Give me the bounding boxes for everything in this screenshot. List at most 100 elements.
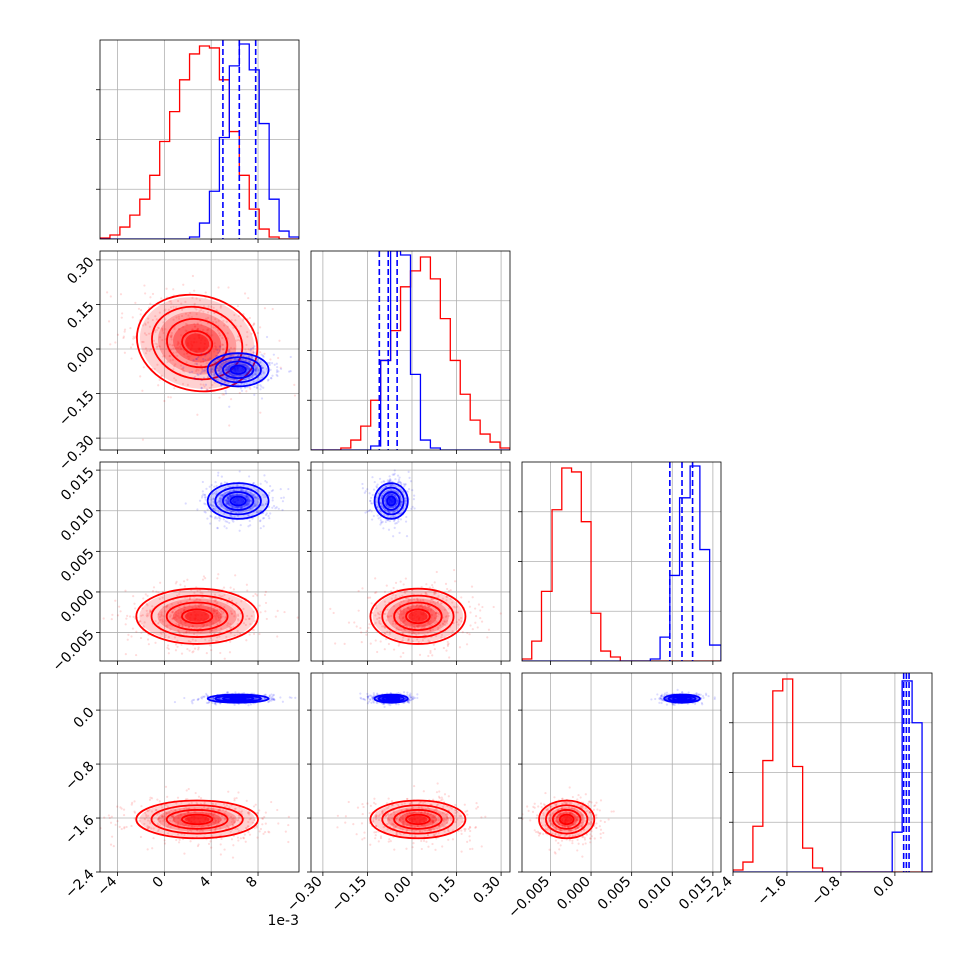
hist-step-series-1: [311, 251, 510, 450]
sample-point: [250, 332, 253, 335]
sample-point: [146, 612, 149, 615]
sample-point: [429, 651, 432, 654]
sample-point: [225, 500, 229, 503]
sample-point: [222, 808, 225, 811]
sample-point: [387, 528, 391, 531]
sample-point: [233, 374, 236, 377]
sample-point: [344, 821, 347, 824]
sample-point: [184, 322, 187, 326]
sample-point: [186, 798, 189, 801]
density-level: [232, 497, 245, 505]
sample-point: [408, 811, 411, 814]
sample-point: [405, 797, 409, 801]
contour-line: [206, 352, 270, 388]
sample-point: [131, 801, 134, 804]
sample-point: [195, 362, 198, 365]
sample-point: [373, 797, 376, 800]
sample-point: [247, 367, 250, 370]
sample-point: [443, 620, 446, 623]
sample-point: [428, 586, 431, 589]
sample-point: [250, 499, 253, 502]
sample-point: [254, 363, 257, 366]
sample-point: [209, 829, 212, 832]
sample-point: [174, 610, 178, 613]
sample-point: [374, 802, 377, 806]
sample-point: [125, 825, 128, 829]
sample-point: [474, 826, 478, 829]
sample-point: [368, 811, 371, 815]
sample-point: [221, 393, 224, 396]
sample-point: [394, 515, 397, 518]
sample-point: [368, 623, 371, 626]
sample-point: [239, 506, 242, 509]
scatter-panel-3-1: −0.30 −0.15 0.00 0.15 0.30: [284, 672, 511, 915]
sample-point: [226, 520, 229, 524]
sample-point: [193, 810, 196, 813]
sample-point: [190, 700, 193, 703]
sample-point: [247, 514, 251, 517]
sample-point: [159, 618, 162, 622]
sample-point: [375, 817, 378, 821]
sample-point: [176, 354, 179, 358]
sample-point: [225, 377, 228, 380]
sample-point: [382, 527, 385, 530]
sample-point: [161, 620, 165, 623]
sample-point: [271, 499, 274, 502]
sample-point: [261, 817, 265, 820]
sample-point: [234, 691, 237, 694]
contour-line: [222, 360, 255, 380]
sample-point: [229, 377, 232, 380]
sample-point: [267, 700, 270, 703]
sample-point: [177, 612, 180, 615]
sample-point: [441, 845, 444, 848]
sample-point: [233, 799, 236, 802]
sample-point: [233, 515, 236, 518]
sample-point: [263, 352, 266, 355]
sample-point: [253, 495, 257, 499]
sample-point: [402, 612, 405, 615]
sample-point: [375, 831, 378, 834]
sample-point: [184, 823, 187, 826]
sample-point: [267, 700, 270, 704]
sample-point: [395, 502, 398, 505]
sample-point: [183, 585, 187, 588]
sample-point: [253, 486, 256, 489]
y-tick-label: −0.005: [50, 627, 98, 675]
sample-point: [397, 518, 400, 521]
sample-point: [250, 499, 253, 502]
sample-point: [196, 698, 199, 701]
sample-point: [173, 700, 177, 704]
sample-point: [123, 328, 127, 331]
sample-point: [147, 614, 150, 617]
sample-point: [171, 617, 174, 620]
sample-point: [389, 839, 392, 843]
sample-point: [412, 812, 415, 815]
sample-point: [399, 610, 402, 613]
sample-point: [163, 399, 166, 403]
sample-point: [402, 610, 405, 613]
sample-point: [229, 514, 232, 517]
sample-point: [220, 379, 223, 382]
sample-point: [182, 366, 185, 369]
sample-point: [447, 642, 450, 645]
sample-point: [432, 816, 435, 819]
panel-frame: [310, 461, 511, 662]
sample-point: [253, 385, 256, 389]
sample-point: [429, 609, 432, 612]
sample-point: [173, 820, 176, 823]
sample-point: [220, 384, 223, 387]
contour-line: [381, 491, 401, 511]
sample-point: [468, 839, 472, 842]
sample-point: [394, 522, 397, 525]
sample-point: [375, 500, 378, 504]
sample-point: [256, 503, 259, 506]
sample-point: [172, 368, 175, 371]
sample-point: [177, 601, 180, 605]
sample-point: [470, 585, 474, 588]
sample-point: [114, 341, 117, 344]
sample-point: [418, 830, 422, 833]
sample-point: [221, 343, 224, 346]
sample-point: [370, 510, 373, 513]
sample-point: [416, 625, 419, 628]
sample-point: [427, 604, 430, 607]
